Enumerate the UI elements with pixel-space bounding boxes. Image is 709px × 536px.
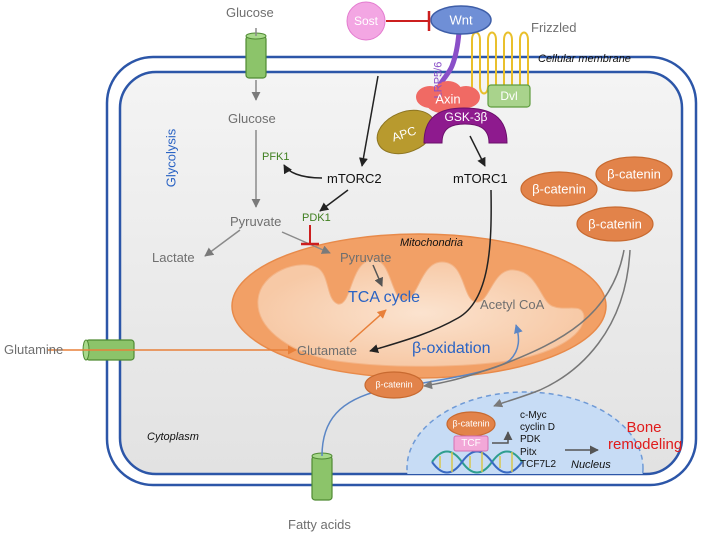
target-gene: cyclin D: [520, 422, 556, 434]
bone-remodeling-line-2: remodeling: [608, 436, 683, 453]
axin-label: Axin: [435, 91, 461, 107]
beta-catenin-3-label: β-catenin: [588, 216, 642, 232]
tcf-factor: [453, 435, 489, 452]
target-gene: Pitx: [520, 446, 537, 458]
glucose-transporter: [245, 32, 267, 79]
pyruvate-mitochondria-label: Pyruvate: [340, 250, 392, 265]
beta-catenin-nucleus-label: β-catenin: [452, 418, 490, 429]
wnt-label: Wnt: [449, 12, 473, 28]
bone-remodeling-line-1: Bone: [626, 419, 662, 436]
mtorc1-label: mTORC1: [453, 171, 508, 186]
glutamine-label: Glutamine: [4, 342, 64, 357]
lactate-label: Lactate: [152, 250, 195, 265]
target-gene-list: c-Myc cyclin D PDK Pitx TCF7L2: [520, 410, 556, 471]
mitochondria-label: Mitochondria: [400, 237, 463, 249]
beta-catenin-2-label: β-catenin: [607, 166, 661, 182]
axin-complex: [416, 81, 480, 114]
bone-remodeling-label: Bone remodeling: [608, 419, 683, 453]
tcf-label: TCF: [461, 438, 481, 449]
glutamate-label: Glutamate: [297, 343, 357, 358]
target-gene: PDK: [520, 434, 541, 446]
mtorc2-label: mTORC2: [327, 171, 382, 186]
sost-protein: [346, 1, 386, 41]
gsk3b-kinase: [423, 107, 508, 144]
fatty-acid-transporter: [311, 452, 333, 501]
wnt-ligand: [430, 5, 492, 35]
glycolysis-label: Glycolysis: [163, 128, 179, 188]
beta-catenin-small-label: β-catenin: [375, 379, 413, 390]
sost-label: Sost: [353, 14, 379, 28]
frizzled-label: Frizzled: [531, 20, 577, 35]
pdk1-label: PDK1: [302, 212, 331, 224]
cellular-membrane-label: Cellular membrane: [538, 53, 631, 65]
dvl-label: Dvl: [500, 89, 518, 103]
cytoplasm-label: Cytoplasm: [147, 431, 199, 443]
pfk1-label: PFK1: [262, 151, 290, 163]
pyruvate-cytoplasm-label: Pyruvate: [230, 214, 282, 229]
gsk3b-label: GSK-3β: [444, 110, 488, 124]
tca-cycle-label: TCA cycle: [348, 289, 421, 306]
nucleus-label: Nucleus: [571, 459, 611, 471]
glucose-inside-label: Glucose: [228, 111, 276, 126]
fatty-acids-label: Fatty acids: [288, 517, 351, 532]
beta-catenin-small: [364, 371, 424, 399]
beta-catenin-2: [595, 156, 673, 192]
beta-catenin-1-label: β-catenin: [532, 181, 586, 197]
target-gene: c-Myc: [520, 410, 547, 421]
beta-catenin-3: [576, 206, 654, 242]
mitochondrion-cristae: [257, 259, 585, 367]
target-gene: TCF7L2: [520, 458, 557, 470]
glucose-outside-label: Glucose: [226, 5, 274, 20]
dvl-protein: [487, 84, 531, 108]
beta-oxidation-label: β-oxidation: [412, 340, 491, 357]
acetyl-coa-label: Acetyl CoA: [480, 297, 545, 312]
beta-catenin-1: [520, 171, 598, 207]
